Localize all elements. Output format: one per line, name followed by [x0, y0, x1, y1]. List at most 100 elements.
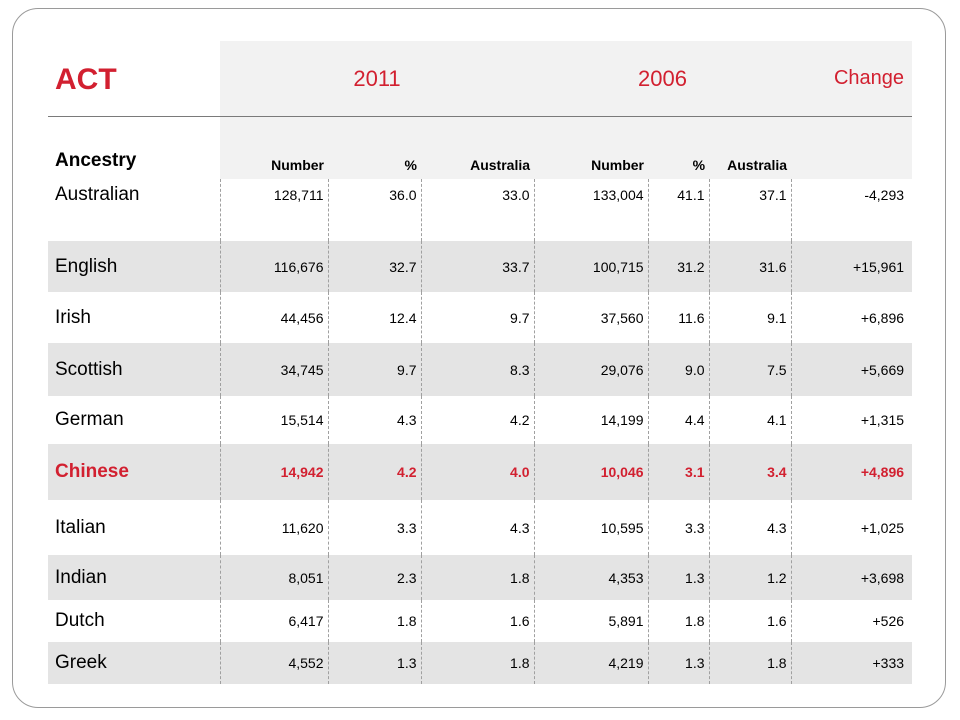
- number-2011-cell: 34,745: [219, 343, 328, 396]
- pct-2011-cell: 36.0: [327, 179, 421, 241]
- change-value-cell: +3,698: [790, 555, 913, 600]
- ancestry-name-cell: English: [48, 241, 220, 292]
- table-row: Dutch 6,417 1.8 1.6 5,891 1.8 1.6 +526: [48, 600, 913, 642]
- number-2011-cell: 6,417: [219, 600, 328, 642]
- pct-2006-cell: 31.2: [647, 241, 710, 292]
- ancestry-table: ACT 2011 2006 Change Ancestry Number % A…: [48, 41, 913, 684]
- ancestry-name-cell: Italian: [55, 516, 106, 538]
- pct-2011-cell: 1.8: [327, 600, 421, 642]
- pct-2006-cell: 11.6: [647, 292, 710, 343]
- pct-2011-cell: 1.3: [327, 642, 421, 684]
- ancestry-name-cell: Scottish: [48, 343, 220, 396]
- pct-2011-cell: 12.4: [327, 292, 421, 343]
- australia-2006-cell: 37.1: [708, 179, 792, 241]
- table-row: English 116,676 32.7 33.7 100,715 31.2 31.6 +15…: [48, 241, 913, 292]
- table-row: Italian 11,620 3.3 4.3 10,595 3.3 4.3 +1,025: [48, 500, 913, 555]
- change-value-cell: +4,896: [790, 444, 913, 500]
- number-2006-cell: 37,560: [533, 292, 649, 343]
- pct-2006-cell: 3.3: [647, 500, 710, 555]
- australia-2006-cell: 31.6: [708, 241, 792, 292]
- australia-2006-cell: 1.8: [708, 642, 792, 684]
- australia-2006-cell: 4.1: [708, 396, 792, 444]
- pct-2011-cell: 3.3: [327, 500, 421, 555]
- change-value-cell: +6,896: [790, 292, 913, 343]
- table-row: Indian 8,051 2.3 1.8 4,353 1.3 1.2 +3,698: [48, 555, 913, 600]
- change-value-cell: +333: [790, 642, 913, 684]
- australia-2006-header: Australia: [709, 116, 792, 179]
- number-2006-cell: 29,076: [533, 343, 649, 396]
- table-row: Irish 44,456 12.4 9.7 37,560 11.6 9.1 +6,896: [48, 292, 913, 343]
- number-2011-header: Number: [220, 116, 328, 179]
- change-subheader-blank: [791, 116, 913, 179]
- australia-2006-cell: 1.6: [708, 600, 792, 642]
- table-row: Scottish 34,745 9.7 8.3 29,076 9.0 7.5 +5,669: [48, 343, 913, 396]
- number-2006-cell: 10,046: [533, 444, 649, 500]
- ancestry-name-cell: Indian: [48, 555, 220, 600]
- number-2011-cell: 4,552: [219, 642, 328, 684]
- pct-2006-cell: 41.1: [647, 179, 710, 241]
- ancestry-name-cell: German: [55, 409, 124, 430]
- ancestry-name-cell: Dutch: [55, 610, 105, 631]
- number-2006-cell: 10,595: [533, 500, 649, 555]
- header-row-years: ACT 2011 2006 Change: [48, 41, 913, 117]
- number-2011-cell: 15,514: [219, 396, 328, 444]
- australia-2006-cell: 1.2: [708, 555, 792, 600]
- number-2006-cell: 5,891: [533, 600, 649, 642]
- change-value-cell: +526: [790, 600, 913, 642]
- number-2011-cell: 116,676: [219, 241, 328, 292]
- change-value-cell: +1,025: [790, 500, 913, 555]
- number-2011-cell: 14,942: [219, 444, 328, 500]
- australia-2011-cell: 8.3: [420, 343, 535, 396]
- pct-2006-cell: 9.0: [647, 343, 710, 396]
- pct-2006-header: %: [648, 116, 710, 179]
- australia-2011-cell: 33.0: [420, 179, 535, 241]
- australia-2011-cell: 4.0: [420, 444, 535, 500]
- pct-2011-cell: 32.7: [327, 241, 421, 292]
- australia-2011-cell: 1.8: [420, 555, 535, 600]
- change-value-cell: +5,669: [790, 343, 913, 396]
- australia-2011-cell: 4.3: [420, 500, 535, 555]
- australia-2011-cell: 33.7: [420, 241, 535, 292]
- table-row: Chinese 14,942 4.2 4.0 10,046 3.1 3.4 +4,896: [48, 444, 913, 500]
- number-2006-cell: 4,219: [533, 642, 649, 684]
- australia-2006-cell: 7.5: [708, 343, 792, 396]
- number-2006-cell: 14,199: [533, 396, 649, 444]
- pct-2006-cell: 4.4: [647, 396, 710, 444]
- ancestry-name-cell: Australian: [55, 184, 140, 205]
- change-header: Change: [791, 41, 913, 117]
- change-value-cell: -4,293: [790, 179, 913, 241]
- australia-2011-cell: 1.6: [420, 600, 535, 642]
- ancestry-header: Ancestry: [48, 116, 220, 179]
- australia-2006-cell: 9.1: [708, 292, 792, 343]
- australia-2006-cell: 3.4: [708, 444, 792, 500]
- number-2006-cell: 100,715: [533, 241, 649, 292]
- australia-2011-cell: 4.2: [420, 396, 535, 444]
- table-title: ACT: [55, 62, 117, 96]
- australia-2011-cell: 9.7: [420, 292, 535, 343]
- pct-2006-cell: 1.3: [647, 555, 710, 600]
- table-row: German 15,514 4.3 4.2 14,199 4.4 4.1 +1,315: [48, 396, 913, 444]
- table-row: Greek 4,552 1.3 1.8 4,219 1.3 1.8 +333: [48, 642, 913, 684]
- australia-2006-cell: 4.3: [708, 500, 792, 555]
- pct-2011-header: %: [328, 116, 421, 179]
- australia-2011-cell: 1.8: [420, 642, 535, 684]
- pct-2006-cell: 1.3: [647, 642, 710, 684]
- australia-2011-header: Australia: [421, 116, 535, 179]
- change-value-cell: +15,961: [790, 241, 913, 292]
- number-2011-cell: 44,456: [219, 292, 328, 343]
- ancestry-name-cell: Greek: [48, 642, 220, 684]
- pct-2011-cell: 4.3: [327, 396, 421, 444]
- number-2006-cell: 133,004: [533, 179, 649, 241]
- pct-2006-cell: 3.1: [647, 444, 710, 500]
- table-row: Australian 128,711 36.0 33.0 133,004 41.1 37.1…: [48, 179, 913, 241]
- change-value-cell: +1,315: [790, 396, 913, 444]
- pct-2011-cell: 9.7: [327, 343, 421, 396]
- ancestry-name-cell: Irish: [55, 306, 91, 328]
- number-2006-header: Number: [534, 116, 649, 179]
- header-row-columns: Ancestry Number % Australia Number % Aus…: [48, 116, 913, 179]
- pct-2011-cell: 2.3: [327, 555, 421, 600]
- pct-2006-cell: 1.8: [647, 600, 710, 642]
- number-2011-cell: 8,051: [219, 555, 328, 600]
- ancestry-name-cell: Chinese: [48, 444, 220, 500]
- number-2011-cell: 128,711: [219, 179, 328, 241]
